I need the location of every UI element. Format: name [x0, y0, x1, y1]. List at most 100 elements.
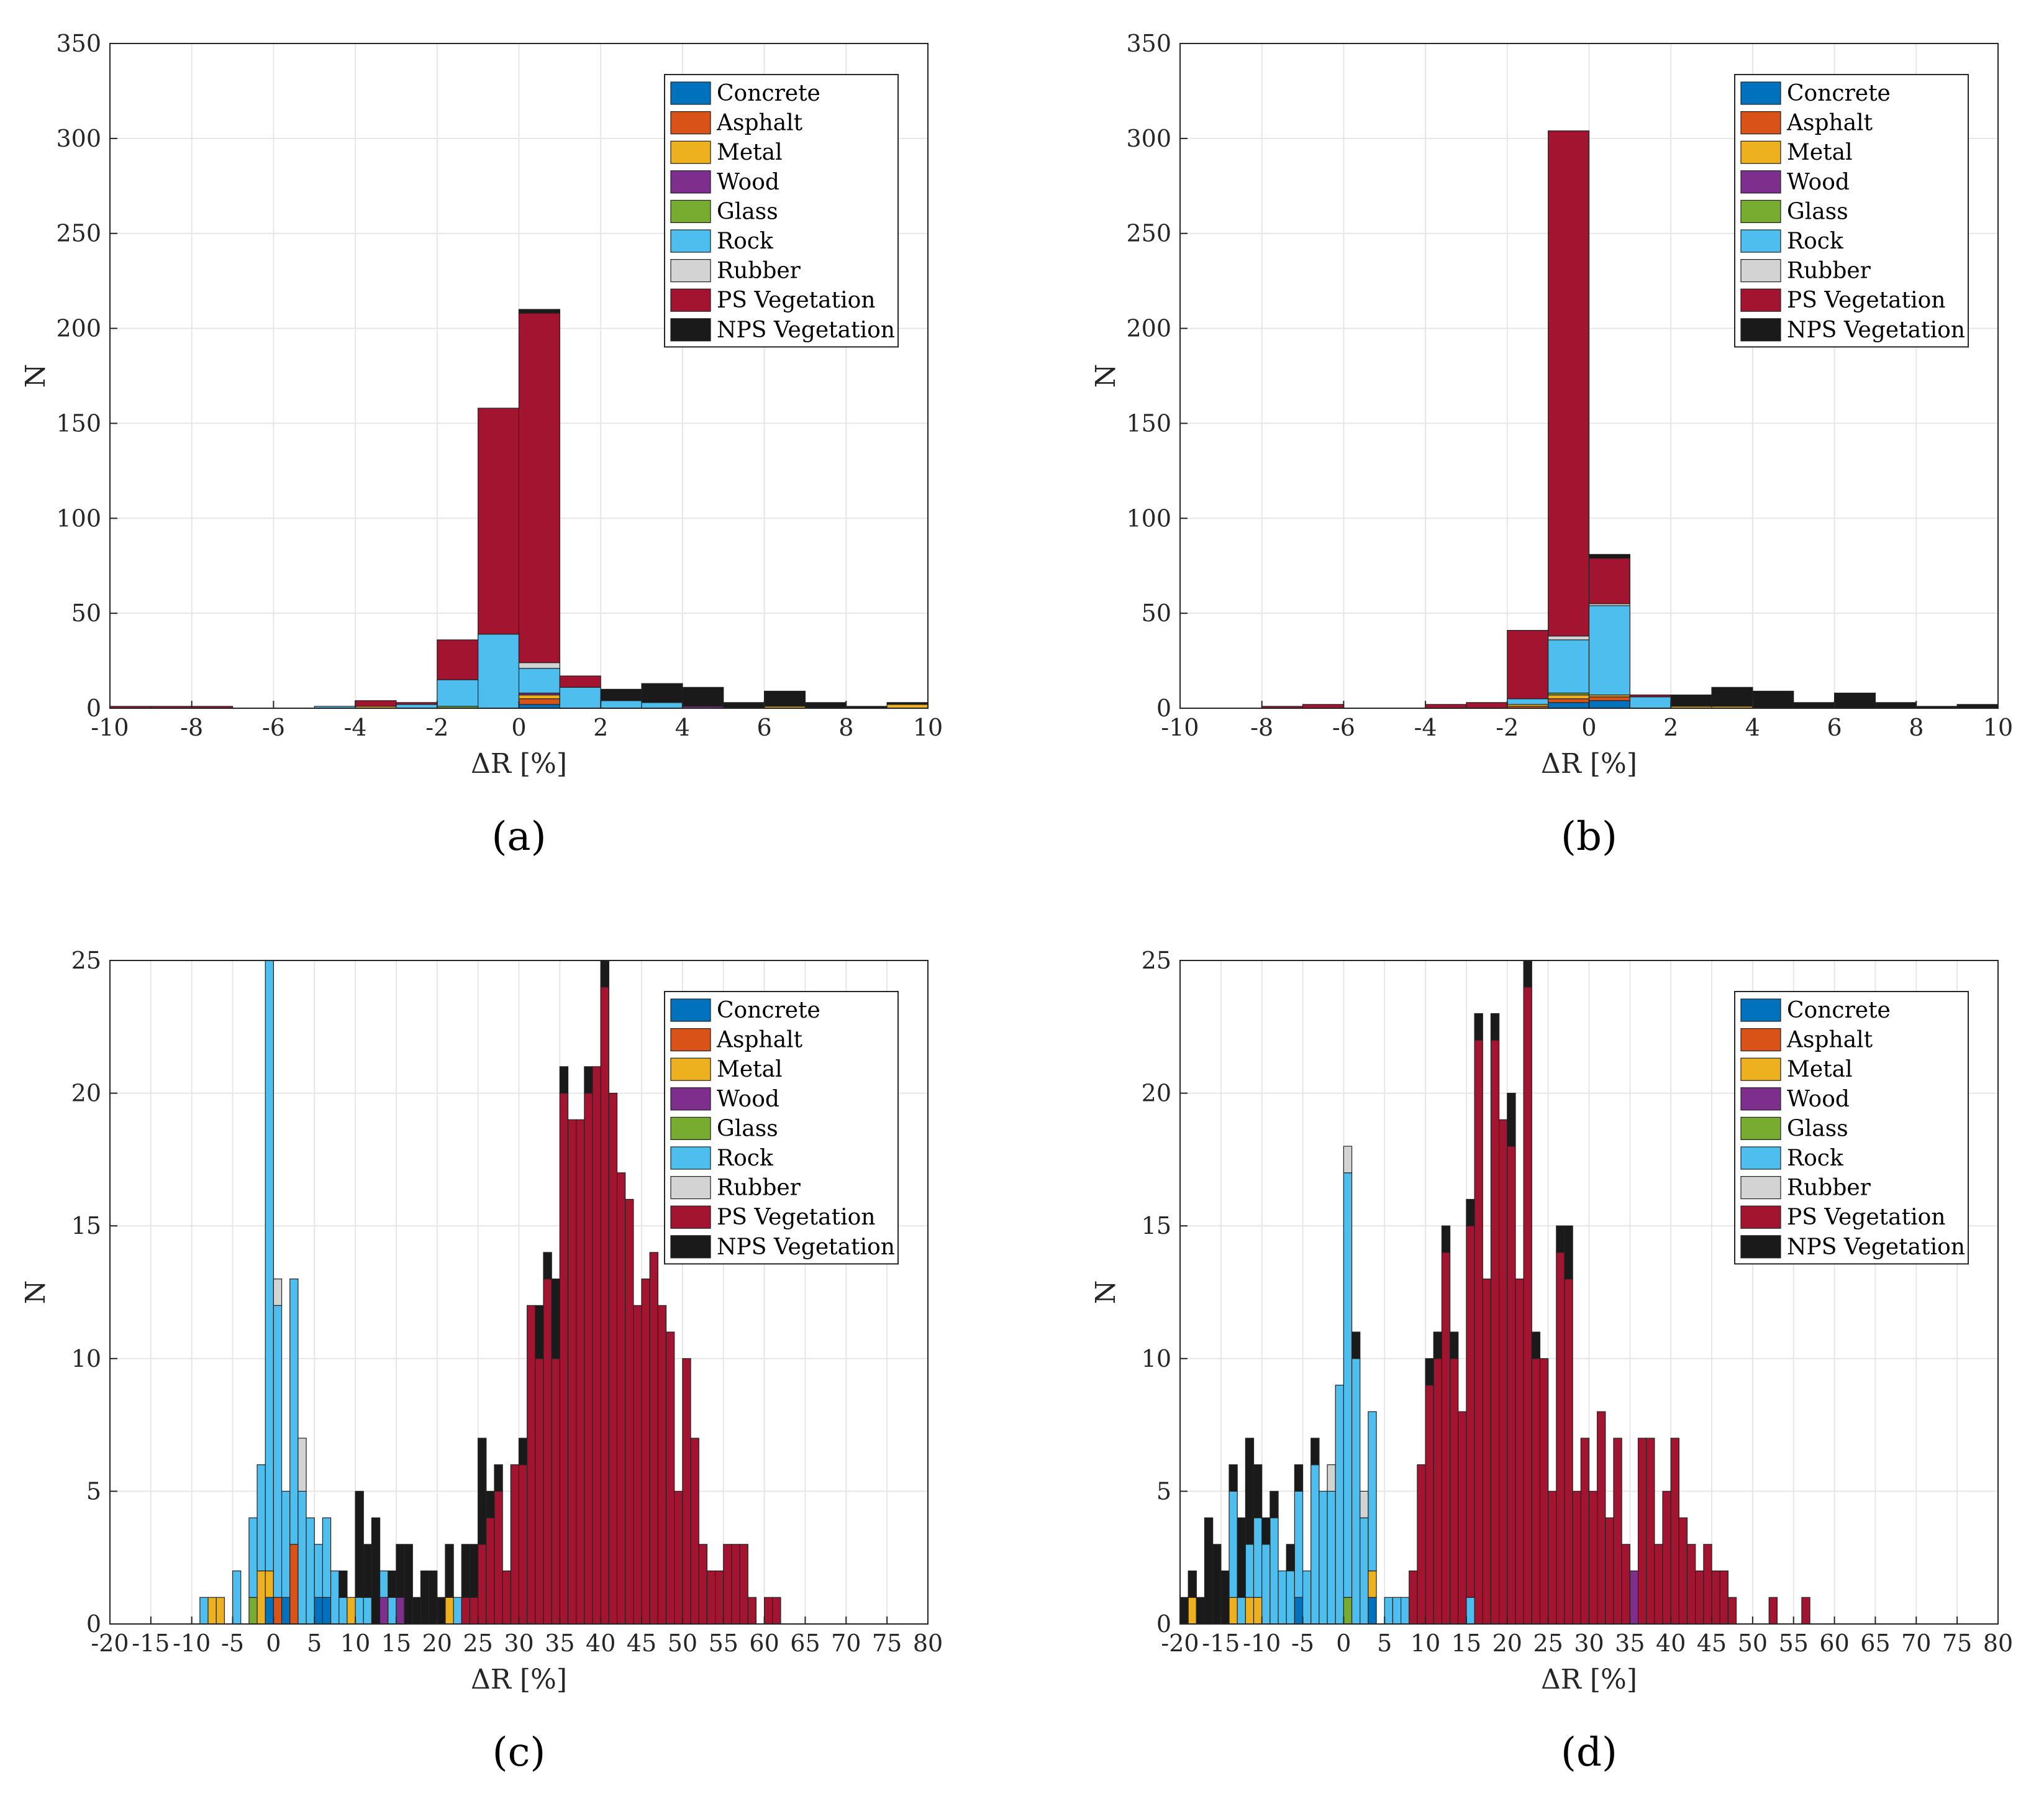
bar-nps-vegetation — [559, 1066, 569, 1094]
bar-nps-vegetation — [486, 1490, 495, 1518]
bar-ps-vegetation — [1490, 1039, 1500, 1625]
y-tick-label: 0 — [86, 1610, 101, 1638]
legend-swatch-wood — [1740, 1087, 1781, 1111]
bar-wood — [1629, 1570, 1639, 1625]
legend-swatch-nps-vegetation — [670, 1235, 711, 1259]
chart-panel-c: -20 -15 -10 -5 0 5 10 15 20 25 30 35 40 45 50 55 60 65 70 7… — [20, 947, 943, 1776]
bar-rock — [1327, 1490, 1336, 1625]
bar-nps-vegetation — [1507, 1092, 1516, 1147]
bar-ps-vegetation — [1458, 1411, 1467, 1625]
x-tick-label: 25 — [463, 1630, 493, 1657]
legend-label: Asphalt — [1786, 1028, 1873, 1053]
bar-nps-vegetation — [1588, 554, 1630, 559]
bar-rubber — [298, 1438, 307, 1492]
bar-rock — [257, 1464, 266, 1572]
bar-nps-vegetation — [1237, 1517, 1246, 1598]
bar-nps-vegetation — [1179, 1597, 1189, 1625]
bar-nps-vegetation — [1351, 1331, 1361, 1359]
x-tick-label: 75 — [872, 1630, 902, 1657]
x-tick-label: -2 — [425, 714, 448, 741]
bar-ps-vegetation — [559, 675, 601, 688]
x-tick-label: 30 — [504, 1630, 534, 1657]
legend-label: PS Vegetation — [717, 1205, 875, 1230]
bar-rock — [314, 1544, 324, 1598]
y-tick-label: 300 — [1126, 125, 1171, 152]
bar-nps-vegetation — [1441, 1225, 1451, 1253]
legend-swatch-metal — [1740, 1057, 1781, 1081]
bar-ps-vegetation — [1719, 1570, 1728, 1625]
y-tick-label: 5 — [86, 1477, 101, 1505]
bar-ps-vegetation — [625, 1198, 634, 1625]
x-tick-label: 0 — [1336, 1630, 1351, 1657]
bar-asphalt — [289, 1544, 299, 1625]
bar-rock — [289, 1279, 299, 1545]
bar-ps-vegetation — [1441, 1252, 1451, 1625]
x-tick-label: 10 — [1410, 1630, 1440, 1657]
bar-ps-vegetation — [1597, 1411, 1606, 1625]
x-tick-label: 30 — [1574, 1630, 1604, 1657]
bar-wood — [396, 1597, 405, 1625]
legend-label: Concrete — [717, 998, 820, 1023]
bar-nps-vegetation — [1450, 1331, 1459, 1359]
x-tick-label: -4 — [344, 714, 367, 741]
bar-ps-vegetation — [1523, 987, 1532, 1625]
x-tick-label: -20 — [1161, 1630, 1199, 1657]
bar-rock — [1294, 1490, 1304, 1598]
legend-label: Rock — [717, 229, 774, 254]
bar-rock — [338, 1597, 348, 1625]
bar-metal — [518, 694, 560, 700]
y-tick-label: 150 — [56, 409, 101, 437]
bar-concrete — [322, 1597, 332, 1625]
bar-concrete — [1294, 1597, 1304, 1625]
bar-rock — [199, 1597, 209, 1625]
bar-nps-vegetation — [396, 1544, 405, 1598]
x-tick-label: -20 — [91, 1630, 129, 1657]
legend-label: PS Vegetation — [1787, 288, 1945, 313]
bar-nps-vegetation — [437, 1597, 446, 1625]
bar-rock — [1466, 1597, 1475, 1625]
legend-swatch-metal — [1740, 140, 1781, 164]
x-tick-label: -10 — [173, 1630, 211, 1657]
bar-nps-vegetation — [1245, 1438, 1255, 1545]
bar-ps-vegetation — [731, 1544, 740, 1625]
legend-swatch-glass — [670, 1116, 711, 1141]
legend-swatch-wood — [670, 1087, 711, 1111]
bar-rock — [273, 1305, 283, 1598]
bar-metal — [1229, 1597, 1238, 1625]
bar-nps-vegetation — [461, 1544, 471, 1598]
bar-rock — [322, 1517, 332, 1598]
bar-nps-vegetation — [1294, 1464, 1304, 1492]
x-tick-label: 55 — [1779, 1630, 1809, 1657]
bar-rubber — [1548, 636, 1590, 641]
bar-glass — [248, 1597, 258, 1625]
bar-concrete — [1548, 702, 1590, 709]
legend-swatch-asphalt — [670, 1028, 711, 1052]
y-tick-label: 150 — [1126, 409, 1171, 437]
y-tick-label: 50 — [1142, 600, 1171, 627]
x-tick-label: -10 — [1161, 714, 1199, 741]
bar-metal — [445, 1597, 454, 1625]
bar-ps-vegetation — [1613, 1438, 1622, 1625]
legend-label: NPS Vegetation — [1787, 317, 1965, 343]
bar-rock — [478, 634, 520, 709]
legend-swatch-asphalt — [1740, 1028, 1781, 1052]
bar-ps-vegetation — [747, 1597, 757, 1625]
bar-ps-vegetation — [486, 1517, 495, 1625]
bar-rock — [1368, 1411, 1377, 1572]
bar-ps-vegetation — [608, 1092, 618, 1625]
bar-rock — [265, 960, 275, 1572]
bar-ps-vegetation — [518, 1464, 528, 1625]
bar-rock — [1360, 1517, 1369, 1625]
bar-nps-vegetation — [1204, 1517, 1214, 1625]
legend-swatch-glass — [1740, 199, 1781, 223]
bar-nps-vegetation — [1270, 1490, 1279, 1518]
bar-ps-vegetation — [1662, 1490, 1671, 1625]
y-tick-label: 0 — [86, 695, 101, 722]
bar-ps-vegetation — [1466, 1225, 1475, 1598]
y-tick-label: 10 — [71, 1345, 101, 1372]
x-tick-label: 8 — [838, 714, 853, 741]
legend-label: Metal — [1787, 1057, 1853, 1082]
y-tick-label: 100 — [1126, 504, 1171, 532]
bar-nps-vegetation — [1229, 1464, 1238, 1492]
bar-concrete — [281, 1597, 291, 1625]
